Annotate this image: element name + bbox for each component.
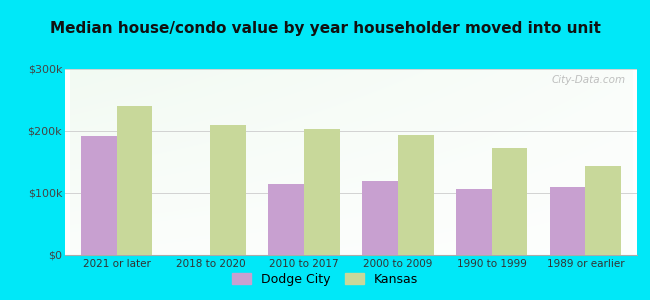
Bar (398, 135, 434, 255)
Bar (362, 181, 398, 255)
Bar (268, 184, 304, 255)
Bar (586, 166, 621, 255)
Bar (116, 106, 152, 255)
Legend: Dodge City, Kansas: Dodge City, Kansas (227, 268, 423, 291)
Text: Median house/condo value by year householder moved into unit: Median house/condo value by year househo… (49, 21, 601, 36)
Bar (304, 129, 340, 255)
Bar (491, 148, 527, 255)
Bar (550, 187, 586, 255)
Bar (211, 125, 246, 255)
Bar (456, 189, 491, 255)
Text: City-Data.com: City-Data.com (551, 75, 625, 85)
Bar (81, 136, 116, 255)
